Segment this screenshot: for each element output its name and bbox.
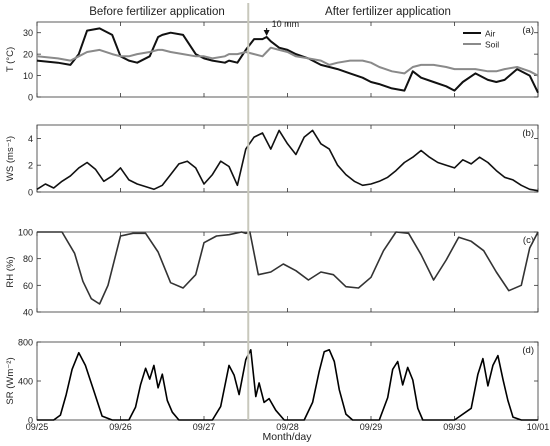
panel-1-ytick-label-2: 4 xyxy=(28,134,33,144)
panel-3-ytick-label-0: 0 xyxy=(28,416,33,426)
panel-1-ylabel: WS (ms⁻¹) xyxy=(5,136,16,181)
panel-3-frame xyxy=(36,341,539,421)
panel-1-series-0 xyxy=(36,129,539,192)
panel-1: 0 2 4 WS (ms⁻¹) (b) xyxy=(5,124,539,198)
panel-0-ytick-label-2: 20 xyxy=(23,50,33,60)
rain-annotation: 10 mm xyxy=(272,19,300,29)
panel-3-ylabel: SR (Wm⁻²) xyxy=(5,357,16,404)
x-tick-label-6: 10/01 xyxy=(527,422,550,432)
panel-0-ytick-label-0: 0 xyxy=(28,93,33,103)
x-tick-label-5: 09/30 xyxy=(443,422,466,432)
panel-3-ytick-label-1: 400 xyxy=(18,377,33,387)
panel-3-label: (d) xyxy=(522,345,534,356)
header-after: After fertilizer application xyxy=(325,6,451,18)
x-tick-label-4: 09/29 xyxy=(360,422,383,432)
panel-1-frame xyxy=(36,124,539,193)
panel-2-ytick-label-3: 100 xyxy=(18,228,33,238)
panel-2-ylabel: RH (%) xyxy=(5,256,16,287)
panel-2: 40 60 80 100 RH (%) (c) xyxy=(5,228,539,318)
panel-0-label: (a) xyxy=(522,25,534,36)
panel-0-ytick-label-3: 30 xyxy=(23,28,33,38)
panel-2-ytick-label-0: 40 xyxy=(23,308,33,318)
x-axis-ticks: 09/25 09/26 09/27 09/28 09/29 09/30 10/01 xyxy=(26,422,550,432)
header-before: Before fertilizer application xyxy=(89,6,225,18)
x-axis-label: Month/day xyxy=(262,431,312,443)
panel-0-frame xyxy=(36,21,539,98)
x-tick-label-0: 09/25 xyxy=(26,422,49,432)
legend-label-1: Soil xyxy=(485,40,499,50)
panel-0-series-0 xyxy=(36,27,539,94)
panel-3-ytick-label-2: 800 xyxy=(18,338,33,348)
panel-3-series-0 xyxy=(37,348,538,421)
x-tick-label-3: 09/28 xyxy=(276,422,299,432)
panel-2-ytick-label-1: 60 xyxy=(23,281,33,291)
panel-1-label: (b) xyxy=(522,128,534,139)
panel-2-series-0 xyxy=(37,231,539,305)
x-tick-label-1: 09/26 xyxy=(109,422,132,432)
panel-1-ytick-label-1: 2 xyxy=(28,161,33,171)
panel-2-label: (c) xyxy=(523,235,534,246)
panel-2-ytick-label-2: 80 xyxy=(23,254,33,264)
x-tick-label-2: 09/27 xyxy=(193,422,216,432)
panel-1-ytick-label-0: 0 xyxy=(28,188,33,198)
legend-label-0: Air xyxy=(485,29,496,39)
panel-0-ytick-label-1: 10 xyxy=(23,71,33,81)
panel-0-series-1 xyxy=(36,46,539,77)
panel-0-ylabel: T (°C) xyxy=(5,47,16,72)
rain-arrow-head xyxy=(263,30,270,36)
